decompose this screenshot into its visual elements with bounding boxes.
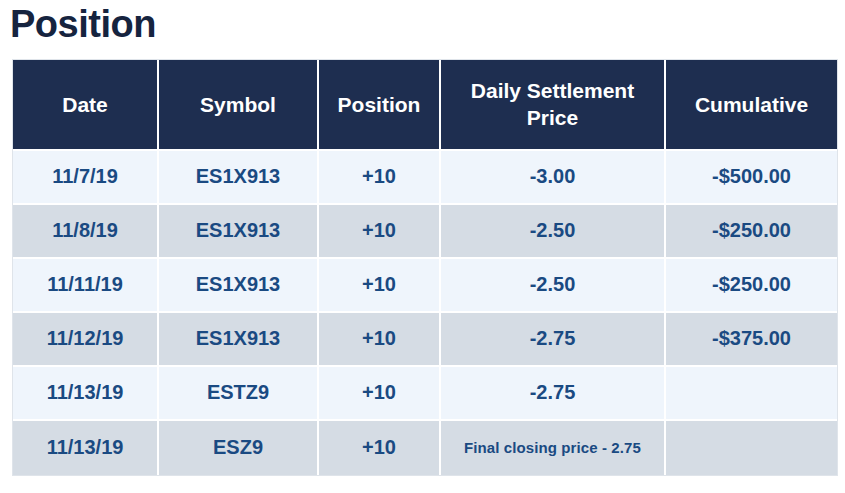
cell-price: -2.75 bbox=[441, 367, 666, 421]
column-header-symbol: Symbol bbox=[159, 60, 319, 151]
table-row: 11/7/19ES1X913+10-3.00-$500.00 bbox=[13, 151, 837, 205]
cell-price: -2.50 bbox=[441, 205, 666, 259]
cell-date: 11/8/19 bbox=[13, 205, 159, 259]
cell-position: +10 bbox=[319, 205, 441, 259]
cell-cumulative bbox=[666, 421, 837, 475]
page-title: Position bbox=[10, 4, 845, 46]
cell-price: -2.50 bbox=[441, 259, 666, 313]
cell-position: +10 bbox=[319, 367, 441, 421]
page: Position Date Symbol Position Daily Sett… bbox=[0, 0, 845, 493]
cell-price: -2.75 bbox=[441, 313, 666, 367]
cell-position: +10 bbox=[319, 151, 441, 205]
table-row: 11/13/19ESZ9+10Final closing price - 2.7… bbox=[13, 421, 837, 475]
table-row: 11/8/19ES1X913+10-2.50-$250.00 bbox=[13, 205, 837, 259]
table-row: 11/11/19ES1X913+10-2.50-$250.00 bbox=[13, 259, 837, 313]
header-row: Date Symbol Position Daily Settlement Pr… bbox=[13, 60, 837, 151]
table-header: Date Symbol Position Daily Settlement Pr… bbox=[13, 60, 837, 151]
position-table: Date Symbol Position Daily Settlement Pr… bbox=[12, 59, 838, 476]
cell-cumulative: -$500.00 bbox=[666, 151, 837, 205]
cell-symbol: ESZ9 bbox=[159, 421, 319, 475]
table-body: 11/7/19ES1X913+10-3.00-$500.0011/8/19ES1… bbox=[13, 151, 837, 475]
cell-cumulative: -$250.00 bbox=[666, 205, 837, 259]
cell-price: Final closing price - 2.75 bbox=[441, 421, 666, 475]
cell-date: 11/13/19 bbox=[13, 367, 159, 421]
table-row: 11/13/19ESTZ9+10-2.75 bbox=[13, 367, 837, 421]
column-header-position: Position bbox=[319, 60, 441, 151]
cell-symbol: ES1X913 bbox=[159, 151, 319, 205]
cell-symbol: ES1X913 bbox=[159, 205, 319, 259]
column-header-date: Date bbox=[13, 60, 159, 151]
cell-date: 11/11/19 bbox=[13, 259, 159, 313]
cell-date: 11/12/19 bbox=[13, 313, 159, 367]
cell-position: +10 bbox=[319, 259, 441, 313]
cell-date: 11/7/19 bbox=[13, 151, 159, 205]
cell-symbol: ESTZ9 bbox=[159, 367, 319, 421]
cell-date: 11/13/19 bbox=[13, 421, 159, 475]
cell-symbol: ES1X913 bbox=[159, 313, 319, 367]
cell-position: +10 bbox=[319, 313, 441, 367]
cell-price: -3.00 bbox=[441, 151, 666, 205]
cell-cumulative: -$375.00 bbox=[666, 313, 837, 367]
cell-position: +10 bbox=[319, 421, 441, 475]
column-header-cumulative: Cumulative bbox=[666, 60, 837, 151]
column-header-daily-settlement-price: Daily Settlement Price bbox=[441, 60, 666, 151]
cell-symbol: ES1X913 bbox=[159, 259, 319, 313]
cell-cumulative bbox=[666, 367, 837, 421]
cell-cumulative: -$250.00 bbox=[666, 259, 837, 313]
table-row: 11/12/19ES1X913+10-2.75-$375.00 bbox=[13, 313, 837, 367]
